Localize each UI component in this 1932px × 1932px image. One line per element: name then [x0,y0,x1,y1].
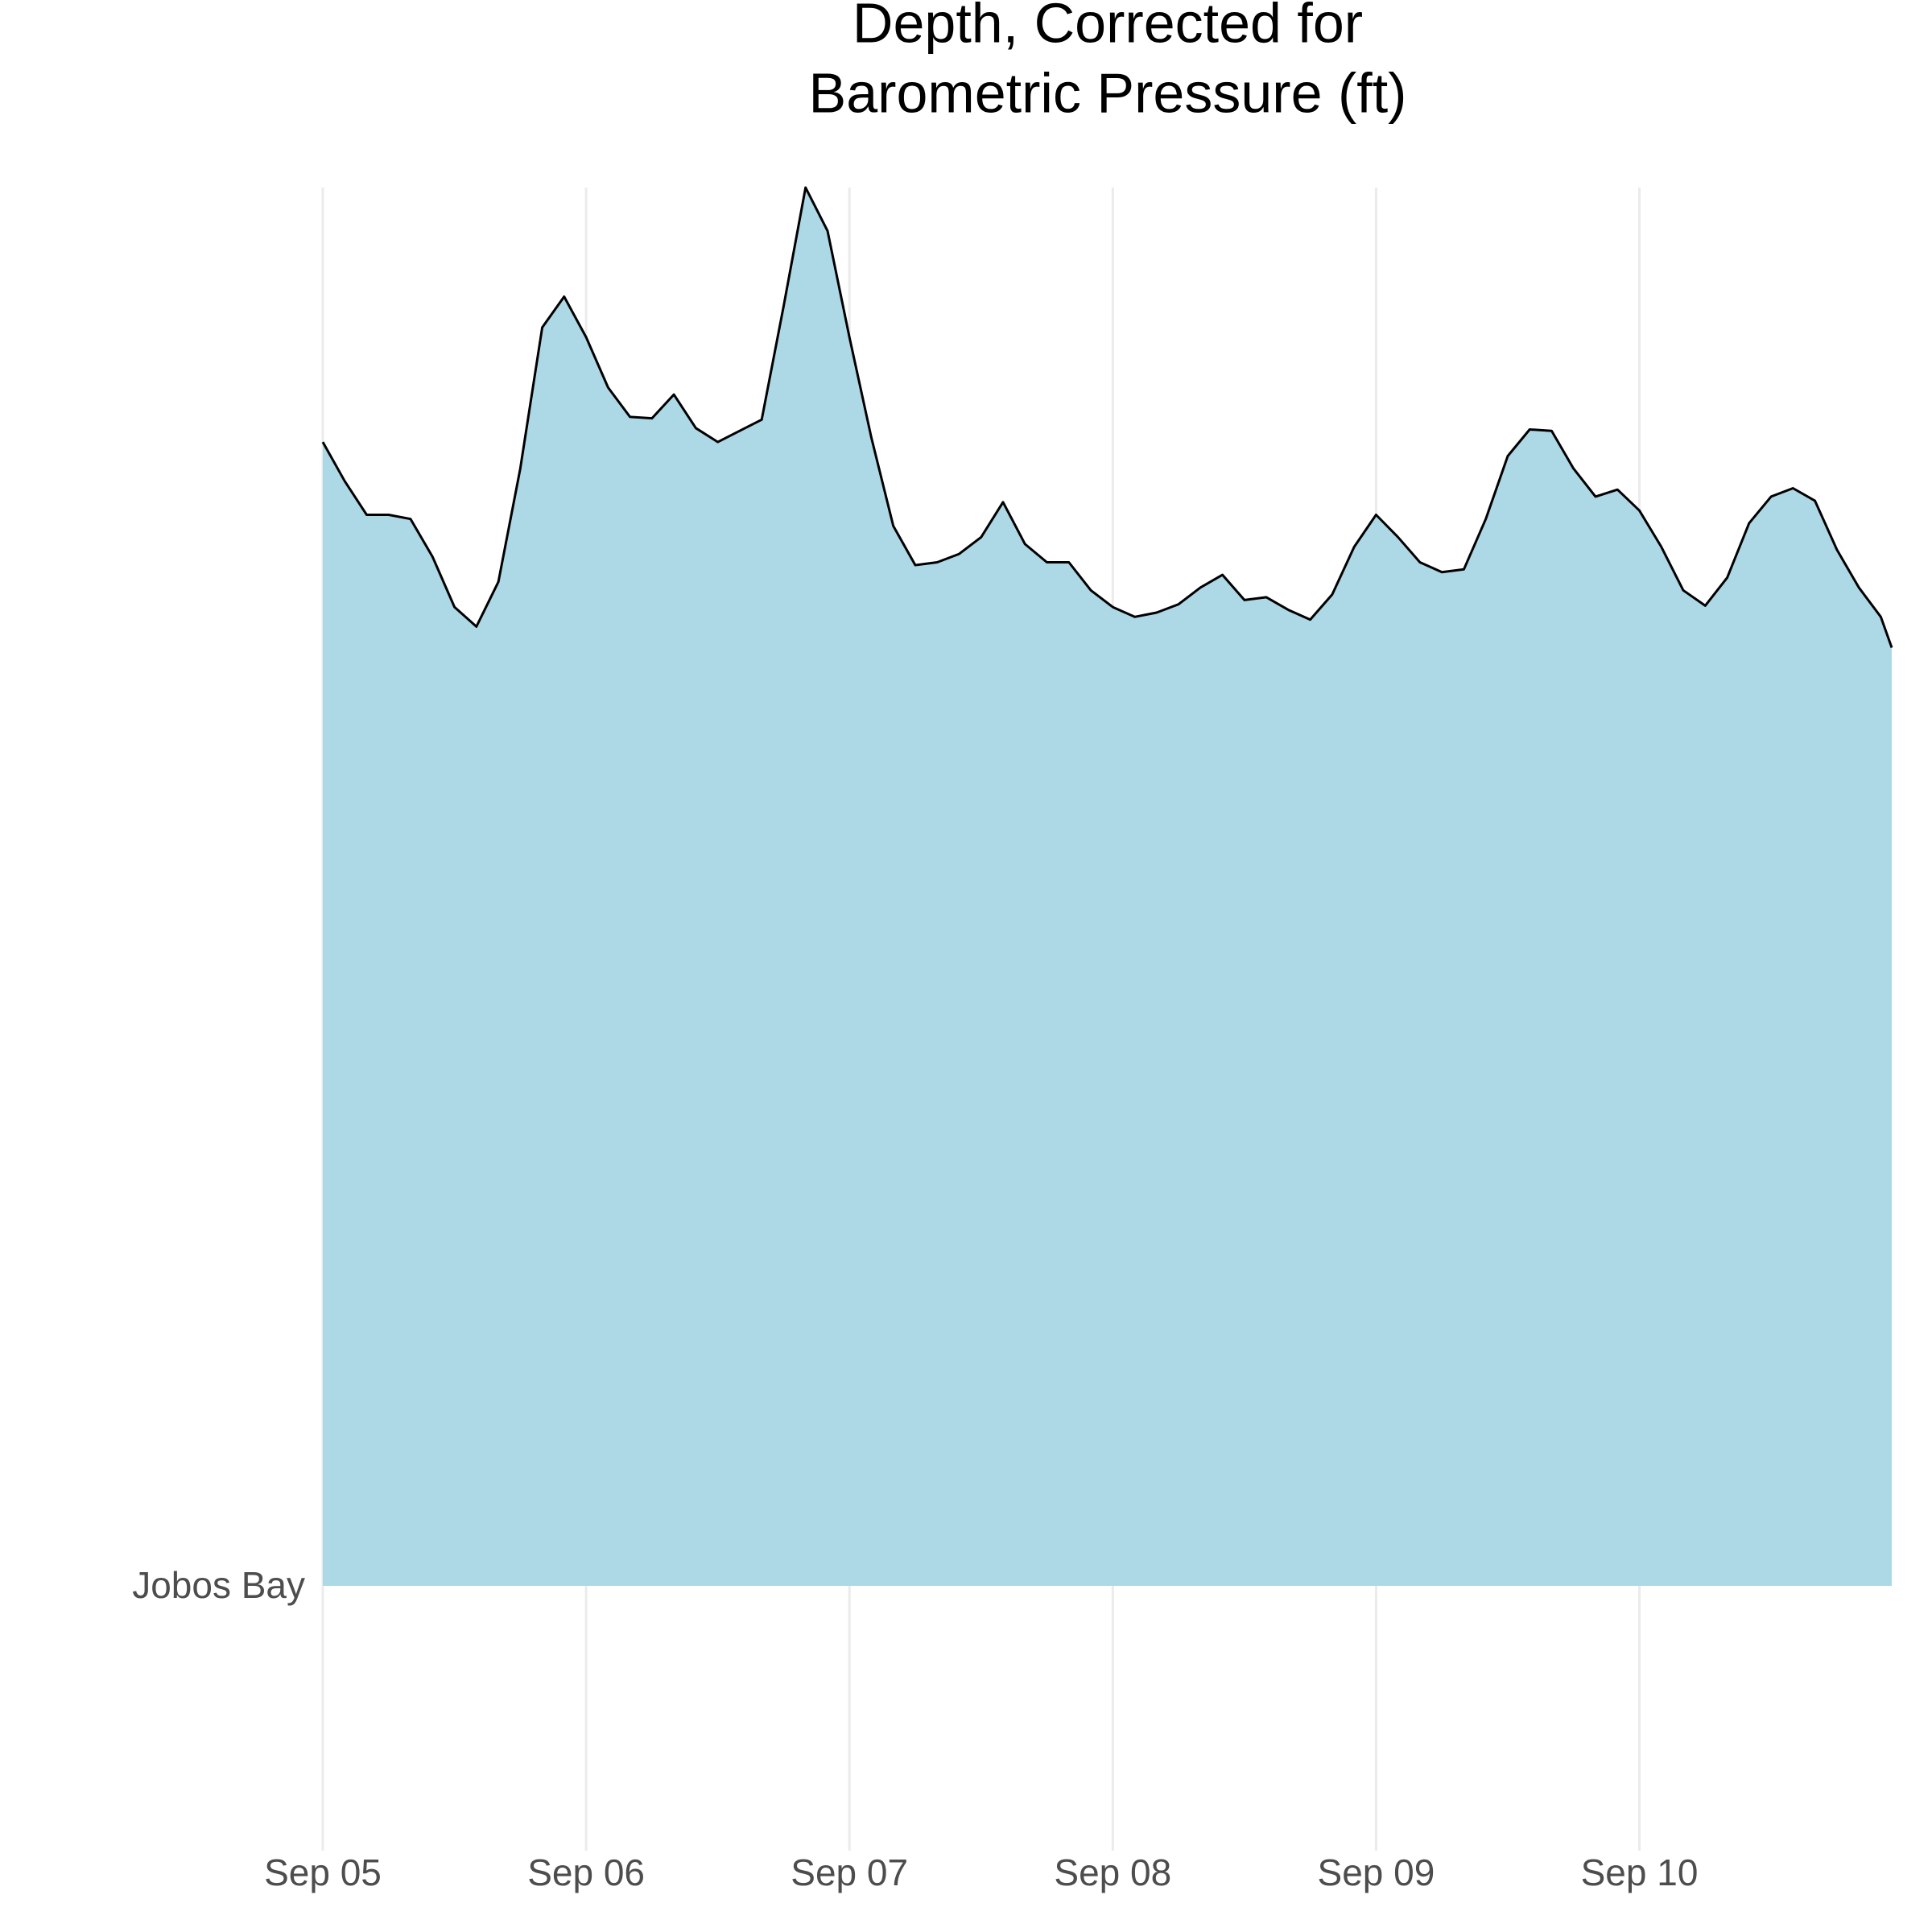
ridge-line [321,186,1893,649]
chart-title: Barometric Pressure (ft) [809,61,1407,124]
x-tick-label: Sep 09 [1318,1852,1435,1893]
x-tick-label: Sep 05 [264,1852,382,1893]
x-tick-label: Sep 10 [1581,1852,1699,1893]
x-tick-label: Sep 08 [1054,1852,1171,1893]
x-tick-label: Sep 06 [527,1852,645,1893]
plot-area [321,186,1893,1586]
y-tick-label: Jobos Bay [132,1564,305,1606]
ridge-area [323,188,1892,1586]
x-tick-label: Sep 07 [791,1852,908,1893]
chart-title: Depth, Corrected for [852,0,1363,54]
